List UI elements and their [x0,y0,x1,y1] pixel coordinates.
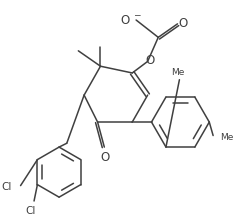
Text: Me: Me [171,68,184,78]
Text: O: O [145,54,154,67]
Text: Cl: Cl [25,206,35,216]
Text: Me: Me [220,133,233,142]
Text: O: O [120,14,129,27]
Text: −: − [133,11,141,20]
Text: O: O [179,17,188,30]
Text: O: O [101,151,110,164]
Text: Cl: Cl [2,182,12,192]
